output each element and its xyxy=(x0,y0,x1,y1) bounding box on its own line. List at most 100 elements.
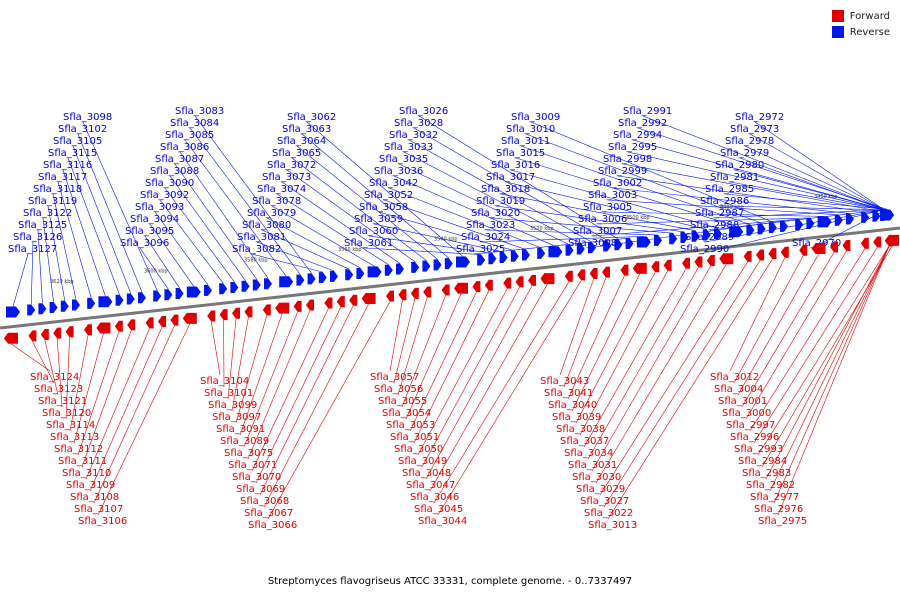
reverse-gene-label: Sfla_3105 xyxy=(53,136,102,147)
forward-gene-leader xyxy=(761,245,893,468)
reverse-gene-arrow xyxy=(115,294,124,306)
genome-caption: Streptomyces flavogriseus ATCC 33331, co… xyxy=(267,576,633,587)
forward-gene-arrow xyxy=(472,281,481,293)
forward-gene-label: Sfla_3108 xyxy=(70,492,119,503)
reverse-gene-arrow xyxy=(488,253,497,265)
reverse-gene-label: Sfla_3098 xyxy=(63,112,112,123)
reverse-gene-label: Sfla_3086 xyxy=(160,142,209,153)
reverse-gene-label: Sfla_2995 xyxy=(608,142,657,153)
forward-gene-label: Sfla_3071 xyxy=(228,460,277,471)
forward-gene-arrow xyxy=(65,326,74,338)
reverse-gene-leader xyxy=(368,235,493,254)
reverse-gene-label: Sfla_2999 xyxy=(598,166,647,177)
forward-gene-leader xyxy=(575,272,656,424)
forward-gene-arrow xyxy=(53,327,62,339)
forward-gene-label: Sfla_3066 xyxy=(248,520,297,531)
reverse-gene-arrow xyxy=(60,300,69,312)
forward-gene-leader xyxy=(429,284,548,492)
forward-gene-arrow xyxy=(219,309,228,321)
reverse-gene-arrow xyxy=(548,246,563,258)
reverse-gene-arrow xyxy=(411,261,420,273)
reverse-gene-label: Sfla_3080 xyxy=(242,220,291,231)
forward-gene-label: Sfla_3121 xyxy=(38,396,87,407)
forward-swatch xyxy=(831,10,844,22)
forward-gene-arrow xyxy=(811,243,826,255)
forward-gene-arrow xyxy=(158,316,166,327)
forward-gene-arrow xyxy=(830,241,838,253)
reverse-gene-label: Sfla_3064 xyxy=(277,136,326,147)
reverse-gene-arrow xyxy=(38,303,47,315)
forward-gene-label: Sfla_3004 xyxy=(714,384,763,395)
forward-gene-label: Sfla_3027 xyxy=(580,496,629,507)
forward-gene-arrow xyxy=(127,319,136,331)
reverse-gene-leader xyxy=(500,193,696,232)
forward-gene-label: Sfla_3022 xyxy=(584,508,633,519)
reverse-gene-label: Sfla_3116 xyxy=(43,160,92,171)
forward-gene-leader xyxy=(587,267,699,460)
forward-gene-label: Sfla_3047 xyxy=(406,480,455,491)
forward-gene-leader xyxy=(227,318,237,400)
reverse-gene-label: Sfla_3062 xyxy=(287,112,336,123)
forward-gene-label: Sfla_3113 xyxy=(50,432,99,443)
reverse-gene-label: Sfla_3052 xyxy=(364,190,413,201)
reverse-gene-arrow xyxy=(345,269,354,281)
scale-tick-label: 3600 kbp xyxy=(144,269,168,275)
reverse-gene-label: Sfla_3018 xyxy=(481,184,530,195)
forward-gene-arrow xyxy=(540,273,555,285)
forward-gene-arrow xyxy=(262,304,271,316)
forward-gene-leader xyxy=(231,317,249,412)
forward-gene-arrow xyxy=(441,284,450,296)
reverse-gene-label: Sfla_3059 xyxy=(354,214,403,225)
forward-gene-arrow xyxy=(651,261,660,273)
reverse-gene-arrow xyxy=(654,234,662,246)
forward-gene-leader xyxy=(765,246,890,480)
forward-gene-leader xyxy=(56,338,63,408)
reverse-gene-label: Sfla_3063 xyxy=(282,124,331,135)
reverse-gene-leader xyxy=(306,121,464,257)
reverse-gene-arrow xyxy=(565,244,574,256)
reverse-gene-label: Sfla_2981 xyxy=(710,172,759,183)
reverse-gene-label: Sfla_3096 xyxy=(120,238,169,249)
reverse-gene-leader xyxy=(530,121,773,223)
forward-gene-arrow xyxy=(756,249,764,261)
forward-gene-label: Sfla_3041 xyxy=(544,388,593,399)
legend-reverse-label: Reverse xyxy=(849,26,890,38)
reverse-gene-label: Sfla_2973 xyxy=(730,124,779,135)
reverse-gene-leader xyxy=(291,157,427,261)
forward-gene-label: Sfla_3043 xyxy=(540,376,589,387)
reverse-gene-label: Sfla_3084 xyxy=(170,118,219,129)
forward-gene-leader xyxy=(777,246,890,516)
reverse-gene-label: Sfla_3042 xyxy=(369,178,418,189)
reverse-gene-leader xyxy=(704,209,885,243)
reverse-gene-leader xyxy=(378,211,515,252)
forward-gene-leader xyxy=(259,305,354,496)
reverse-gene-leader xyxy=(169,175,246,281)
forward-gene-leader xyxy=(239,313,283,436)
reverse-gene-label: Sfla_3093 xyxy=(135,202,184,213)
forward-gene-label: Sfla_3069 xyxy=(236,484,285,495)
forward-gene-label: Sfla_3068 xyxy=(240,496,289,507)
scale-tick-label: 3460 kbp xyxy=(814,194,838,200)
forward-gene-label: Sfla_3030 xyxy=(572,472,621,483)
reverse-gene-leader xyxy=(699,209,885,255)
forward-gene-label: Sfla_3037 xyxy=(560,436,609,447)
forward-gene-leader xyxy=(65,337,70,420)
reverse-gene-leader xyxy=(37,229,43,304)
forward-gene-leader xyxy=(599,261,748,496)
reverse-gene-leader xyxy=(286,169,416,263)
reverse-gene-label: Sfla_2991 xyxy=(623,106,672,117)
forward-gene-arrow xyxy=(386,290,394,302)
forward-gene-arrow xyxy=(324,297,333,309)
forward-gene-leader xyxy=(437,280,582,516)
reverse-gene-arrow xyxy=(817,216,832,228)
reverse-gene-leader xyxy=(42,217,54,303)
reverse-gene-leader xyxy=(189,127,301,275)
forward-gene-leader xyxy=(69,335,89,432)
reverse-gene-label: Sfla_3085 xyxy=(165,130,214,141)
forward-gene-leader xyxy=(745,250,847,420)
reverse-gene-leader xyxy=(30,241,34,305)
reverse-gene-leader xyxy=(734,169,885,211)
forward-gene-label: Sfla_2983 xyxy=(742,468,791,479)
forward-gene-leader xyxy=(741,252,835,408)
forward-gene-label: Sfla_2996 xyxy=(730,432,779,443)
